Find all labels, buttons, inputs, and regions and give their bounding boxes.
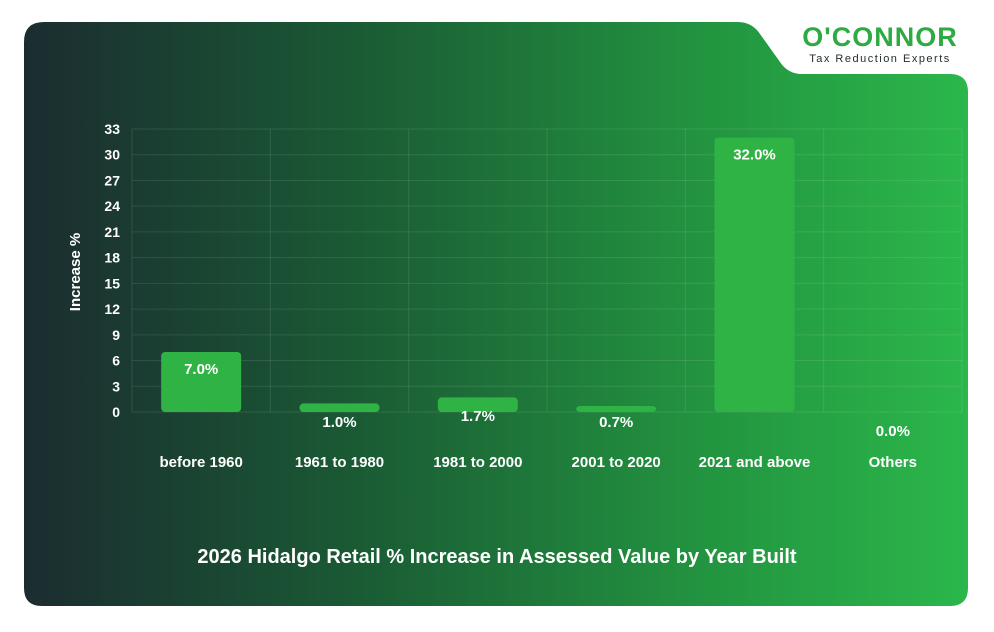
x-tick-label-5: Others xyxy=(869,454,917,471)
oconnor-logo: O'CONNOR Tax Reduction Experts xyxy=(802,22,957,65)
bar-3 xyxy=(576,405,657,412)
y-tick-label: 0 xyxy=(112,404,120,420)
x-tick-label-1: 1961 to 1980 xyxy=(295,454,384,471)
y-tick-label: 15 xyxy=(104,275,120,291)
y-tick-label: 12 xyxy=(104,301,120,317)
bar-2 xyxy=(437,397,518,412)
y-tick-label: 18 xyxy=(104,250,120,266)
bar-0 xyxy=(161,351,242,412)
data-label-5: 0.0% xyxy=(876,423,910,440)
y-tick-label: 33 xyxy=(104,121,120,137)
y-tick-label: 24 xyxy=(104,198,120,214)
data-label-1: 1.0% xyxy=(322,414,356,431)
x-tick-label-2: 1981 to 2000 xyxy=(433,454,522,471)
logo-tagline: Tax Reduction Experts xyxy=(809,53,951,65)
x-tick-label-4: 2021 and above xyxy=(699,454,811,471)
data-label-3: 0.7% xyxy=(599,414,633,431)
logo-brand: O'CONNOR xyxy=(802,22,957,52)
data-labels: 7.0% 1.0% 1.7% 0.7% 32.0% 0.0% xyxy=(184,147,910,440)
bar-1 xyxy=(299,403,380,412)
y-axis-ticks: 0 3 6 9 12 15 18 21 24 27 30 33 xyxy=(104,121,120,420)
x-tick-label-0: before 1960 xyxy=(159,454,242,471)
x-tick-label-3: 2001 to 2020 xyxy=(572,454,661,471)
chart-grid xyxy=(131,128,963,413)
bar-4 xyxy=(714,137,795,413)
y-tick-label: 3 xyxy=(112,378,120,394)
data-label-2: 1.7% xyxy=(461,408,495,425)
y-tick-label: 9 xyxy=(112,327,120,343)
data-label-4: 32.0% xyxy=(733,147,776,164)
chart-bars xyxy=(161,137,795,413)
y-tick-label: 27 xyxy=(104,172,120,188)
chart-background xyxy=(24,22,968,606)
data-label-0: 7.0% xyxy=(184,361,218,378)
y-tick-label: 30 xyxy=(104,147,120,163)
y-axis-label: Increase % xyxy=(67,233,84,311)
y-tick-label: 6 xyxy=(112,353,120,369)
chart-title: 2026 Hidalgo Retail % Increase in Assess… xyxy=(197,546,797,568)
y-tick-label: 21 xyxy=(104,224,120,240)
x-axis-tick-labels: before 1960 1961 to 1980 1981 to 2000 2001 … xyxy=(159,454,917,471)
